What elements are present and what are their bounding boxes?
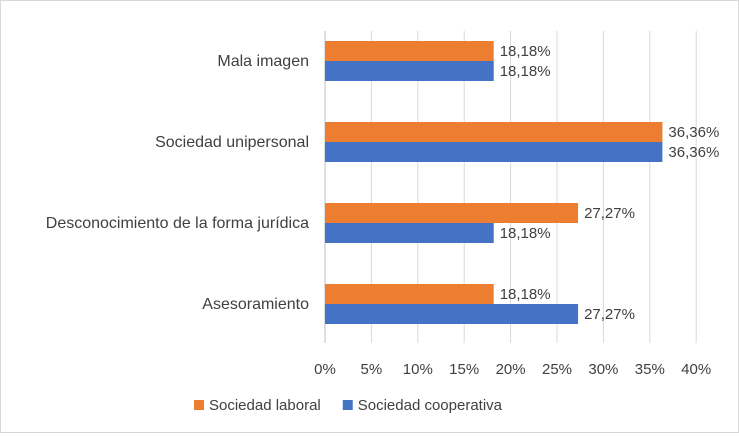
legend: Sociedad laboral Sociedad cooperativa	[194, 397, 503, 414]
data-label: 27,27%	[584, 205, 635, 222]
gridlines	[324, 31, 697, 343]
data-labels: 18,18% 18,18% 36,36% 36,36% 27,27% 18,18% 18,1…	[500, 43, 720, 323]
category-labels: Mala imagen Sociedad unipersonal Desconoci…	[46, 53, 309, 313]
category-label: Asesoramiento	[202, 296, 309, 313]
category-label: Sociedad unipersonal	[155, 134, 309, 151]
bar	[325, 41, 494, 61]
category-label: Mala imagen	[217, 53, 309, 70]
x-tick-label: 35%	[635, 361, 665, 378]
data-label: 18,18%	[500, 286, 551, 303]
x-tick-label: 20%	[496, 361, 526, 378]
category-label: Desconocimiento de la forma jurídica	[46, 215, 309, 232]
bar	[325, 304, 579, 324]
x-tick-label: 10%	[403, 361, 433, 378]
data-label: 18,18%	[500, 43, 551, 60]
x-tick-label: 25%	[542, 361, 572, 378]
bar	[325, 61, 494, 81]
legend-label: Sociedad laboral	[209, 397, 321, 414]
bar	[325, 203, 579, 223]
legend-swatch	[194, 400, 204, 410]
x-tick-label: 5%	[361, 361, 383, 378]
x-tick-label: 30%	[588, 361, 618, 378]
data-label: 18,18%	[500, 63, 551, 80]
bar	[325, 284, 494, 304]
bar	[325, 142, 663, 162]
x-tick-label: 40%	[681, 361, 711, 378]
bars	[325, 41, 663, 324]
bar	[325, 122, 663, 142]
data-label: 36,36%	[668, 124, 719, 141]
data-label: 27,27%	[584, 306, 635, 323]
data-label: 18,18%	[500, 225, 551, 242]
x-tick-label: 0%	[314, 361, 336, 378]
legend-swatch	[342, 400, 353, 410]
x-tick-label: 15%	[449, 361, 479, 378]
legend-label: Sociedad cooperativa	[358, 397, 503, 414]
data-label: 36,36%	[668, 144, 719, 161]
bar	[325, 223, 494, 243]
x-tick-labels: 0% 5% 10% 15% 20% 25% 30% 35% 40%	[314, 361, 711, 378]
